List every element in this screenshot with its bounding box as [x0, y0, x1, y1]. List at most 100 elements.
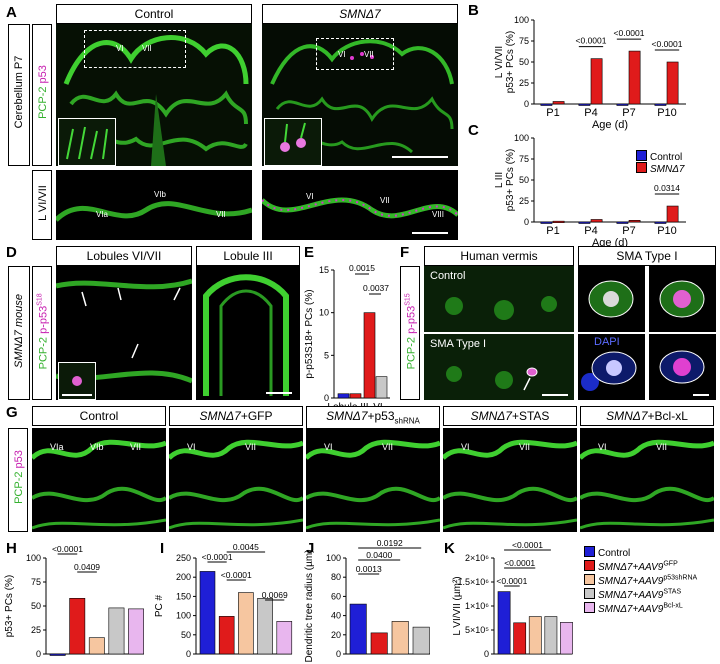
- y-axis-label: L VI/VII (µm²): [452, 576, 463, 635]
- lobule-label: VI: [324, 442, 333, 452]
- y-tick-label: 0: [186, 649, 191, 659]
- y-tick-label: 50: [31, 601, 41, 611]
- panel-a-letter: A: [6, 4, 17, 21]
- panel-j-letter: J: [306, 540, 315, 557]
- panel-f-sma-cell-1: [578, 266, 645, 332]
- bar: [578, 221, 591, 224]
- bar: [590, 219, 603, 223]
- x-tick-label: P10: [657, 225, 677, 237]
- scale-bar: [392, 156, 448, 158]
- x-tick-label: P10: [657, 107, 677, 119]
- bar: [337, 393, 350, 399]
- panel-a-control-overview: VI VII: [56, 24, 252, 166]
- panel-a-smn-overview: VI VII: [262, 24, 458, 166]
- bar: [666, 61, 679, 105]
- y-tick-label: 75: [31, 577, 41, 587]
- y-tick-label: 0: [484, 649, 489, 659]
- panel-f-header-1: Human vermis: [424, 246, 574, 266]
- y-tick-label: 1.5×10⁶: [458, 577, 490, 587]
- inset-pp53: [58, 362, 96, 400]
- bar: [528, 616, 542, 655]
- scale-bar: [693, 394, 709, 396]
- lobule-label: VIb: [154, 190, 167, 199]
- legend-swatch: [636, 150, 647, 161]
- bar: [128, 608, 144, 655]
- bar: [238, 592, 254, 655]
- label-sma: SMA Type I: [430, 338, 487, 350]
- lobule-label: VI: [598, 442, 607, 452]
- panel-a-header-smn: SMNΔ7: [262, 4, 458, 24]
- p-value: <0.0001: [202, 552, 233, 562]
- y-tick-label: 50: [181, 630, 191, 640]
- panel-a-header-control: Control: [56, 4, 252, 24]
- bar: [540, 221, 553, 224]
- panel-f-human-sma: SMA Type I: [424, 334, 574, 400]
- panel-f-side-box: PCP-2 p-p53S15: [400, 266, 420, 400]
- lobule-label: VI: [187, 442, 196, 452]
- bar: [375, 376, 388, 399]
- y-axis-label: L VI/VIIp53+ PCs (%): [494, 31, 516, 94]
- panel-g-side-stain: PCP-2 p53: [13, 450, 25, 504]
- lobule-label: VII: [245, 442, 257, 452]
- panel-f-human-control: Control: [424, 266, 574, 332]
- y-tick-label: 75: [519, 154, 529, 164]
- bar: [666, 205, 679, 223]
- roi-box-control: [84, 30, 186, 68]
- bar: [578, 103, 591, 106]
- panel-d-header-1: Lobules VI/VII: [56, 246, 192, 266]
- x-tick-label: P4: [584, 107, 597, 119]
- lobule-label: VII: [364, 50, 374, 59]
- scale-bar: [266, 392, 292, 394]
- lobule-label: VII: [519, 442, 531, 452]
- legend-hk-item: SMNΔ7+AAV9Bcl-xL: [584, 602, 683, 615]
- p-value: <0.0001: [221, 570, 252, 580]
- legend-hk-item: Control: [584, 546, 630, 559]
- p-value: <0.0001: [504, 558, 535, 568]
- x-tick-label: P4: [584, 225, 597, 237]
- panel-e-letter: E: [304, 244, 315, 261]
- lobule-label: VII: [142, 44, 152, 53]
- y-tick-label: 50: [519, 175, 529, 185]
- y-tick-label: 25: [519, 196, 529, 206]
- panel-a-side-stain: PCP-2 p53: [37, 65, 49, 119]
- legend-bc-smn: SMNΔ7: [636, 162, 685, 175]
- legend-swatch: [584, 560, 595, 571]
- chart-hk: 0 25 50 75 100 p53+ PCs (%) <0.0001 0.0409 0 50 1…: [4, 540, 573, 663]
- bar: [552, 220, 565, 223]
- bar: [628, 50, 641, 105]
- legend-swatch: [584, 602, 595, 613]
- panel-g-image: VIa VIb VII: [32, 428, 166, 532]
- bar: [349, 603, 367, 655]
- bar: [49, 653, 66, 656]
- panel-g-image: VI VII: [580, 428, 714, 532]
- bar: [654, 221, 667, 224]
- p-value: <0.0001: [576, 36, 607, 46]
- chart-k: 0 5×10⁵ 1×10⁶ 1.5×10⁶ 2×10⁶ L VI/VII (µm²) <0.…: [452, 540, 573, 659]
- y-tick-label: 250: [176, 553, 191, 563]
- bar: [552, 101, 565, 105]
- y-tick-label: 150: [176, 591, 191, 601]
- y-tick-label: 40: [331, 611, 341, 621]
- lobule-label: VII: [380, 196, 390, 205]
- bar: [560, 622, 573, 655]
- legend-hk-item: SMNΔ7+AAV9p53shRNA: [584, 574, 697, 587]
- x-tick-label: P7: [622, 107, 635, 119]
- bar: [257, 598, 273, 655]
- panel-d-side-stain: PCP-2 p-p53S18: [36, 293, 50, 370]
- panel-d-side-box-stain: PCP-2 p-p53S18: [32, 266, 52, 400]
- p-value: 0.0037: [363, 283, 389, 293]
- roi-box-smn: [316, 38, 394, 70]
- panel-i-letter: I: [160, 540, 165, 557]
- bar: [412, 626, 430, 655]
- y-tick-label: 5: [324, 350, 329, 360]
- panel-g-letter: G: [6, 404, 18, 421]
- panel-g-header: SMNΔ7+Bcl-xL: [580, 406, 714, 426]
- bar: [349, 393, 362, 399]
- scale-bar: [62, 394, 92, 396]
- y-tick-label: 0: [524, 217, 529, 227]
- lobule-label: VIII: [432, 210, 445, 219]
- lobule-label: VIa: [50, 442, 64, 452]
- y-tick-label: 60: [331, 591, 341, 601]
- lobule-label: VII: [130, 442, 142, 452]
- y-tick-label: 5×10⁵: [465, 625, 489, 635]
